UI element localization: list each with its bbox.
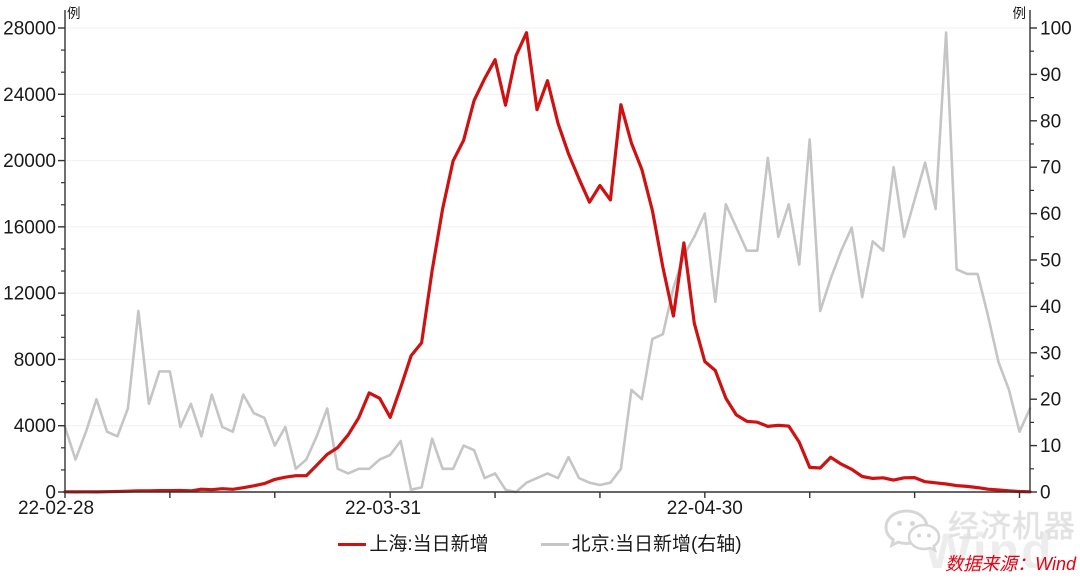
wind-watermark-text: Wind xyxy=(924,523,1054,579)
x-tick-label: 22-03-31 xyxy=(345,498,421,519)
legend-label-beijing: 北京:当日新增(右轴) xyxy=(571,533,742,555)
legend-item-beijing: 北京:当日新增(右轴) xyxy=(540,533,742,555)
y-right-tick-label: 90 xyxy=(1040,65,1061,86)
wechat-icon xyxy=(884,509,941,553)
y-right-tick-label: 100 xyxy=(1040,19,1072,40)
y-right-tick-label: 10 xyxy=(1040,436,1061,457)
y-left-tick-label: 20000 xyxy=(3,151,56,172)
y-left-tick-label: 12000 xyxy=(3,284,56,305)
brand-watermark: 经济机器 xyxy=(948,509,1076,544)
y-left-tick-label: 4000 xyxy=(14,416,56,437)
legend-label-shanghai: 上海:当日新增 xyxy=(369,533,489,555)
y-left-tick-label: 8000 xyxy=(14,350,56,371)
y-right-tick-label: 40 xyxy=(1040,297,1061,318)
y-left-tick-label: 16000 xyxy=(3,217,56,238)
data-source-note: 数据来源：Wind xyxy=(945,554,1076,574)
left-axis-unit-label: 例 xyxy=(67,6,81,21)
series-line-beijing xyxy=(63,31,1032,494)
legend-item-shanghai: 上海:当日新增 xyxy=(338,533,489,555)
right-axis-unit-label: 例 xyxy=(1013,6,1027,21)
chart-legend: 上海:当日新增 北京:当日新增(右轴) xyxy=(0,533,1080,555)
y-left-tick-label: 24000 xyxy=(3,85,56,106)
series-line-shanghai xyxy=(63,31,1032,494)
y-right-tick-label: 70 xyxy=(1040,158,1061,179)
y-left-tick-label: 28000 xyxy=(3,19,56,40)
y-left-tick-label: 0 xyxy=(45,483,56,504)
y-right-tick-label: 30 xyxy=(1040,343,1061,364)
x-tick-label: 22-04-30 xyxy=(667,498,743,519)
axes xyxy=(58,10,1037,498)
shanghai-line-swatch xyxy=(338,542,367,546)
beijing-line-swatch xyxy=(540,542,569,546)
gridlines xyxy=(65,27,1030,427)
y-right-tick-label: 20 xyxy=(1040,390,1061,411)
x-tick-label: 22-02-28 xyxy=(18,498,94,519)
y-right-tick-label: 60 xyxy=(1040,204,1061,225)
y-right-tick-label: 80 xyxy=(1040,111,1061,132)
y-right-tick-label: 0 xyxy=(1040,483,1051,504)
y-right-tick-label: 50 xyxy=(1040,251,1061,272)
